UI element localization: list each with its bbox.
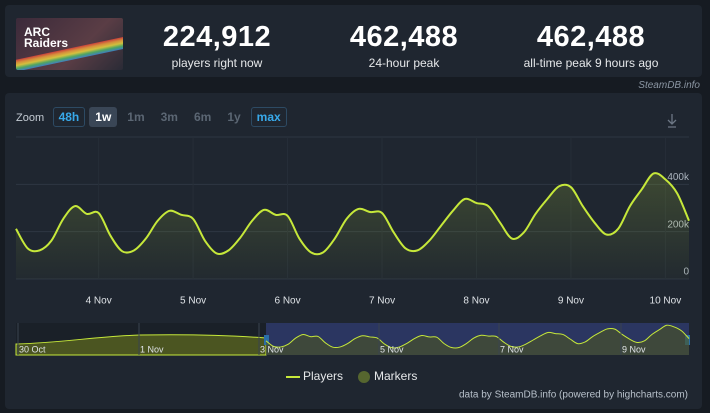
- zoom-button[interactable]: 48h: [52, 107, 86, 127]
- logo-text: ARC Raiders: [24, 25, 69, 50]
- stats-card: ARC Raiders 224,912 players right now 462,…: [5, 5, 702, 77]
- stat-value: 462,488: [349, 21, 459, 53]
- navigator-history: [15, 334, 267, 356]
- x-tick-label: 9 Nov: [558, 296, 584, 307]
- zoom-button[interactable]: 3m: [160, 110, 178, 124]
- zoom-button[interactable]: 1w: [89, 107, 118, 127]
- zoom-button[interactable]: 1m: [127, 110, 145, 124]
- legend-swatch: [358, 371, 370, 383]
- zoom-label: Zoom: [16, 112, 45, 124]
- legend-label[interactable]: Markers: [374, 369, 417, 383]
- x-tick-label: 6 Nov: [274, 296, 300, 307]
- x-tick-label: 5 Nov: [180, 296, 206, 307]
- legend-label[interactable]: Players: [303, 369, 343, 383]
- download-icon[interactable]: [667, 114, 677, 128]
- game-logo: ARC Raiders: [16, 18, 123, 70]
- series-area: [16, 173, 689, 279]
- x-tick-label: 8 Nov: [463, 296, 489, 307]
- x-tick-label: 7 Nov: [369, 296, 395, 307]
- stat-label: all-time peak 9 hours ago: [523, 56, 659, 70]
- x-tick-label: 4 Nov: [86, 296, 112, 307]
- navigator-label: 7 Nov: [500, 344, 524, 354]
- logo-line: ARC: [24, 25, 50, 39]
- stat-label: players right now: [171, 56, 263, 70]
- navigator-label: 1 Nov: [140, 344, 164, 354]
- navigator-label: 9 Nov: [622, 344, 646, 354]
- navigator-handle[interactable]: [264, 335, 269, 345]
- navigator-area: [266, 325, 689, 355]
- navigator-label: 5 Nov: [380, 344, 404, 354]
- navigator-label: 3 Nov: [260, 344, 284, 354]
- credit: data by SteamDB.info (powered by highcha…: [459, 390, 688, 401]
- source-label: SteamDB.info: [638, 80, 700, 91]
- navigator-label: 30 Oct: [19, 344, 46, 354]
- logo-line: Raiders: [24, 36, 69, 50]
- stat-value: 462,488: [536, 21, 646, 53]
- stat-value: 224,912: [162, 21, 272, 53]
- zoom-button[interactable]: 6m: [193, 110, 212, 124]
- zoom-button[interactable]: 1y: [227, 110, 241, 124]
- stat-label: 24-hour peak: [368, 56, 440, 70]
- zoom-button[interactable]: max: [250, 107, 287, 127]
- zoom-bar: Zoom 48h 1w 1m 3m 6m 1y max: [16, 107, 291, 127]
- y-tick-label: 400k: [667, 172, 690, 183]
- series-line: [15, 172, 690, 256]
- x-tick-label: 10 Nov: [650, 296, 682, 307]
- navigator-line: [265, 324, 690, 349]
